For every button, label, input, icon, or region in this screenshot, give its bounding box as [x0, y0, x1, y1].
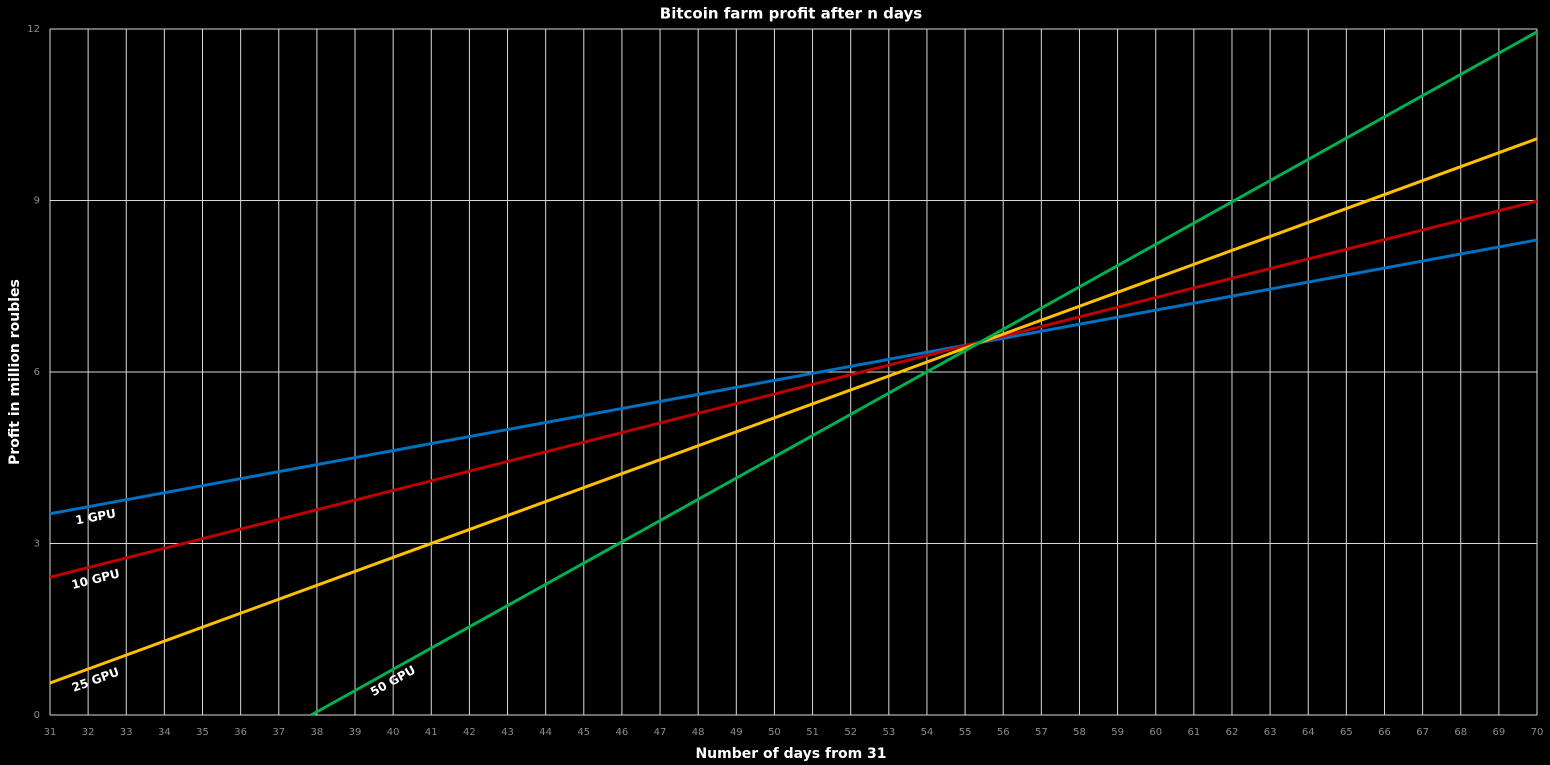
line-series — [49, 137, 1538, 685]
x-tick-label: 43 — [501, 727, 514, 738]
line-series — [310, 30, 1538, 717]
line-series — [49, 238, 1538, 516]
x-tick-label: 60 — [1149, 727, 1162, 738]
x-tick-label: 66 — [1378, 727, 1391, 738]
y-tick-label: 9 — [34, 196, 40, 207]
x-tick-label: 52 — [844, 727, 857, 738]
x-tick-label: 31 — [44, 727, 57, 738]
chart-title: Bitcoin farm profit after n days — [660, 5, 923, 23]
x-tick-label: 46 — [616, 727, 629, 738]
x-tick-label: 33 — [120, 727, 133, 738]
x-axis-title: Number of days from 31 — [695, 746, 886, 762]
x-tick-label: 44 — [539, 727, 552, 738]
x-tick-label: 50 — [768, 727, 781, 738]
x-tick-label: 61 — [1187, 727, 1200, 738]
x-tick-label: 59 — [1111, 727, 1124, 738]
x-tick-label: 57 — [1035, 727, 1048, 738]
x-tick-label: 49 — [730, 727, 743, 738]
x-tick-label: 53 — [882, 727, 895, 738]
x-tick-label: 68 — [1454, 727, 1467, 738]
x-tick-label: 45 — [577, 727, 590, 738]
x-tick-label: 34 — [158, 727, 171, 738]
x-tick-label: 38 — [311, 727, 324, 738]
x-tick-label: 32 — [82, 727, 95, 738]
y-tick-label: 3 — [34, 539, 40, 550]
x-tick-label: 55 — [959, 727, 972, 738]
x-tick-label: 37 — [272, 727, 285, 738]
x-tick-label: 54 — [921, 727, 934, 738]
x-tick-label: 39 — [349, 727, 362, 738]
y-axis-title: Profit in million roubles — [7, 279, 23, 465]
x-tick-label: 41 — [425, 727, 438, 738]
x-tick-label: 48 — [692, 727, 705, 738]
x-tick-label: 70 — [1531, 727, 1544, 738]
x-tick-label: 51 — [806, 727, 819, 738]
x-tick-label: 63 — [1264, 727, 1277, 738]
x-tick-label: 65 — [1340, 727, 1353, 738]
x-tick-label: 40 — [387, 727, 400, 738]
y-tick-label: 6 — [34, 367, 40, 378]
x-tick-label: 69 — [1493, 727, 1506, 738]
x-tick-label: 58 — [1073, 727, 1086, 738]
line-series — [49, 199, 1538, 579]
x-tick-label: 62 — [1226, 727, 1239, 738]
x-tick-label: 67 — [1416, 727, 1429, 738]
x-tick-label: 42 — [463, 727, 476, 738]
x-tick-label: 47 — [654, 727, 667, 738]
y-tick-label: 12 — [27, 24, 40, 35]
y-tick-label: 0 — [34, 710, 40, 721]
x-tick-label: 56 — [997, 727, 1010, 738]
x-tick-label: 35 — [196, 727, 209, 738]
x-tick-label: 64 — [1302, 727, 1315, 738]
x-tick-label: 36 — [234, 727, 247, 738]
